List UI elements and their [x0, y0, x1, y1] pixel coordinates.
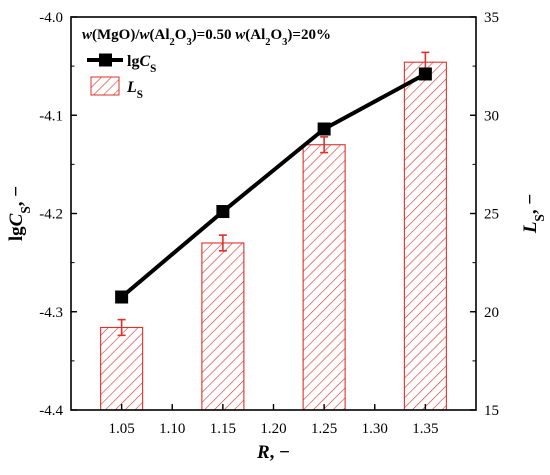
y-right-axis-title: LS, −: [520, 194, 547, 234]
y-right-tick-label: 35: [484, 10, 499, 26]
axes-layer: 1.05 1.10 1.15 1.20 1.25 1.30 1.35 -4.4 -4.3 -4.2…: [39, 10, 499, 437]
legend-bar-swatch: [90, 76, 120, 96]
x-tick-label: 1.05: [109, 421, 135, 437]
x-tick-label: 1.30: [362, 421, 388, 437]
y-left-tick-label: -4.2: [39, 207, 63, 223]
line-layer: [115, 67, 432, 304]
y-right-tick-label: 30: [484, 108, 499, 124]
y-left-tick-label: -4.1: [39, 108, 63, 124]
legend-label-ls: LS: [126, 79, 143, 101]
x-tick-label: 1.10: [159, 421, 185, 437]
bars-layer: [100, 51, 447, 411]
x-tick-label: 1.35: [412, 421, 438, 437]
line-lgcs: [120, 72, 427, 299]
y-right-tick-label: 15: [484, 403, 499, 419]
x-tick-label: 1.15: [210, 421, 236, 437]
legend: lgCS LS: [87, 53, 156, 101]
x-tick-label: 1.20: [260, 421, 286, 437]
bar-ls-1.15: [201, 242, 245, 411]
y-left-tick-label: -4.0: [39, 10, 63, 26]
point-lgcs-1.35: [418, 67, 432, 81]
labels-layer: R, − lgCS, − LS, − w(MgO)/w(Al2O3)=0.50 w(A…: [6, 27, 547, 463]
y-left-tick-label: -4.4: [39, 403, 63, 419]
y-left-axis-title: lgCS, −: [6, 186, 33, 241]
chart-annotation: w(MgO)/w(Al2O3)=0.50 w(Al2O3)=20%: [82, 27, 331, 48]
bar-ls-1.35: [403, 61, 447, 411]
legend-label-lgcs: lgCS: [127, 53, 156, 75]
point-lgcs-1.05: [115, 290, 129, 304]
x-axis-title: R, −: [256, 442, 290, 463]
bar-ls-1.25: [302, 144, 346, 411]
point-lgcs-1.15: [216, 205, 230, 219]
y-left-tick-label: -4.3: [39, 305, 63, 321]
bar-ls-1.05: [100, 326, 144, 411]
legend-marker-swatch: [99, 53, 112, 67]
x-tick-label: 1.25: [311, 421, 337, 437]
y-right-tick-label: 20: [484, 305, 499, 321]
point-lgcs-1.25: [317, 122, 331, 136]
y-right-tick-label: 25: [484, 207, 499, 223]
